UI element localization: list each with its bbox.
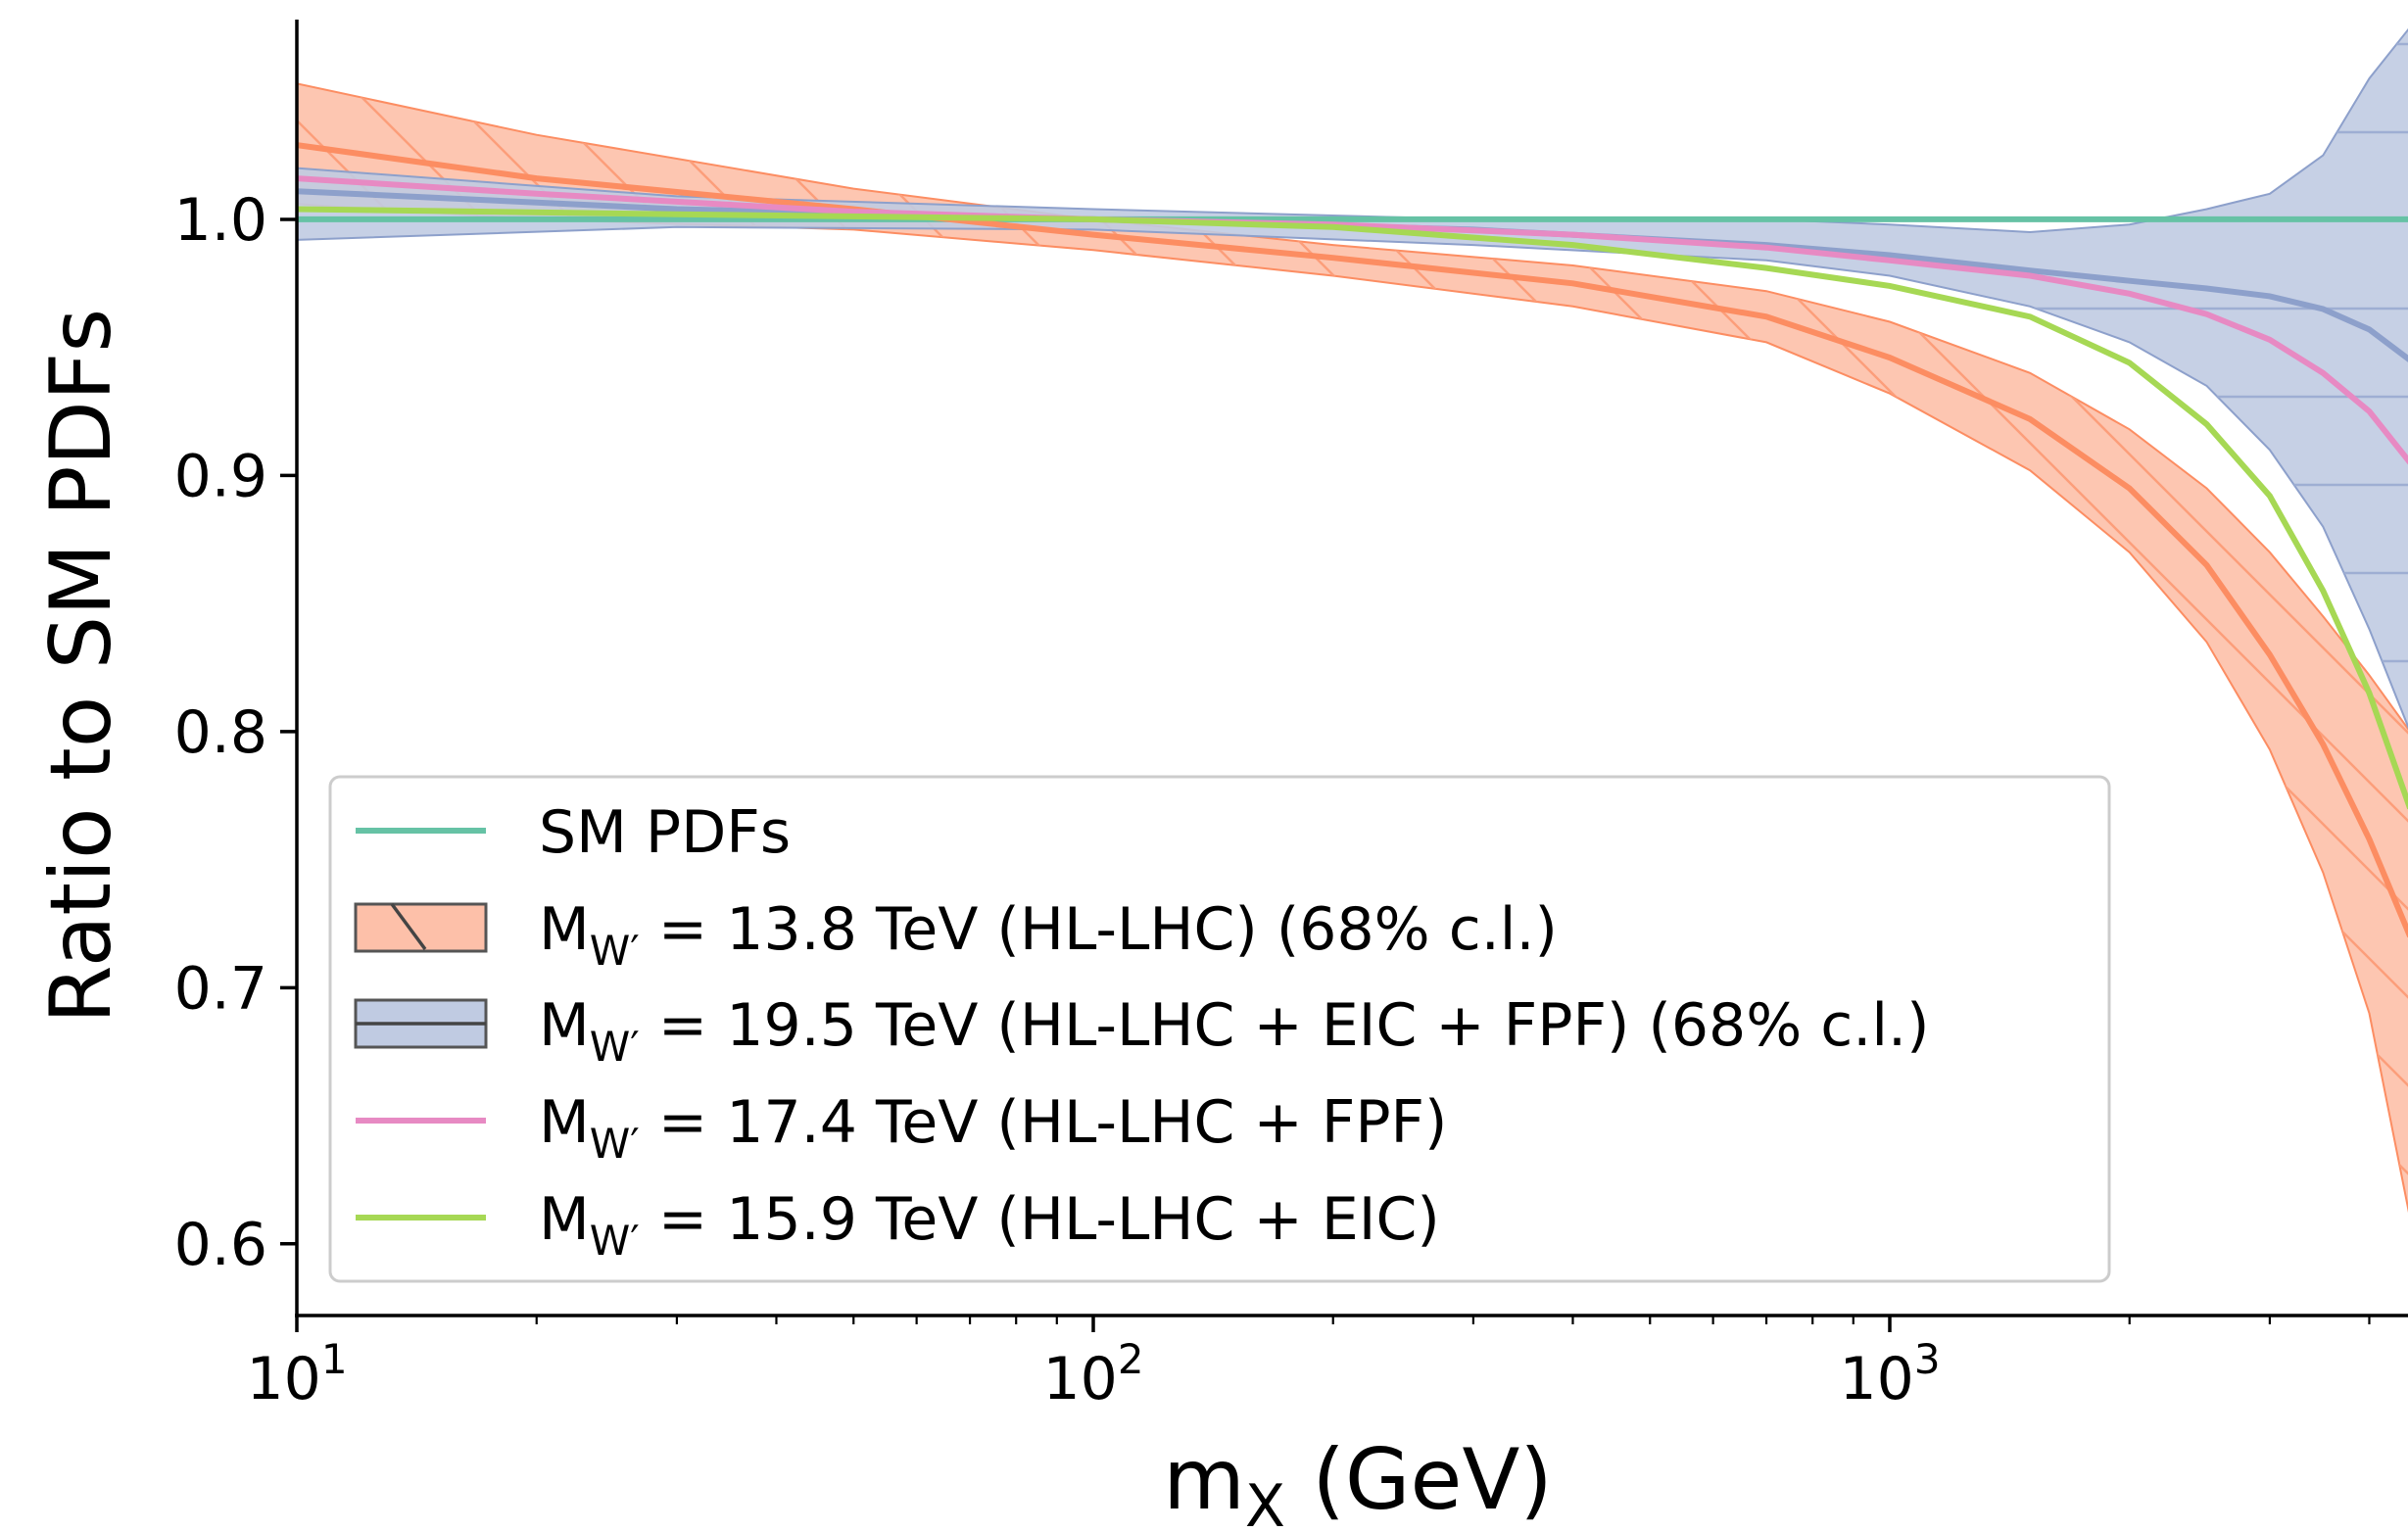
legend: SM PDFs MW′ = 13.8 TeV (HL-LHC) (68% c.l.… (328, 775, 2111, 1283)
legend-swatch-edge (354, 902, 488, 953)
x-tick-label: 101 (246, 1335, 347, 1413)
band-hatch-mw-13-8-tev-hl-lhc-68-c-l (297, 83, 2408, 1209)
legend-item-mw-15-9-tev-hl-lhc-eic: MW′ = 15.9 TeV (HL-LHC + EIC) (356, 1185, 1440, 1265)
legend-label: MW′ = 17.4 TeV (HL-LHC + FPF) (539, 1088, 1447, 1168)
y-tick-label: 0.9 (174, 442, 267, 510)
legend-label: MW′ = 15.9 TeV (HL-LHC + EIC) (539, 1185, 1440, 1265)
line-mw-17-4-tev-hl-lhc-fpf (297, 175, 2408, 465)
legend-label: MW′ = 19.5 TeV (HL-LHC + EIC + FPF) (68%… (539, 991, 1930, 1071)
x-ticks: 101 102 103 (246, 1316, 2371, 1413)
legend-label: SM PDFs (539, 798, 791, 867)
x-tick-label: 103 (1839, 1335, 1940, 1413)
band-mw-19-5-tev-hl-lhc-eic-fpf-68-c-l (297, 27, 2408, 730)
line-mw-15-9-tev-hl-lhc-eic (297, 206, 2408, 810)
x-axis-label: mX (GeV) (1163, 1431, 1553, 1528)
legend-label: MW′ = 13.8 TeV (HL-LHC) (68% c.l.) (539, 895, 1558, 975)
y-tick-label: 0.6 (174, 1211, 267, 1279)
y-tick-label: 0.8 (174, 698, 267, 767)
legend-item-mw-19-5-tev-hl-lhc-eic-fpf-68-c-l: MW′ = 19.5 TeV (HL-LHC + EIC + FPF) (68%… (354, 991, 1930, 1071)
axes (295, 20, 2408, 1317)
legend-item-sm-pdfs: SM PDFs (356, 798, 791, 867)
y-tick-label: 0.7 (174, 954, 267, 1023)
x-tick-label: 102 (1042, 1335, 1143, 1413)
y-ticks: 0.6 0.7 0.8 0.9 1.0 (174, 186, 297, 1279)
legend-swatch-center (390, 902, 427, 951)
legend-item-mw-13-8-tev-hl-lhc-68-c-l: MW′ = 13.8 TeV (HL-LHC) (68% c.l.) (354, 895, 1558, 975)
y-axis-label: Ratio to SM PDFs (32, 309, 130, 1024)
band-hatch-mw-19-5-tev-hl-lhc-eic-fpf-68-c-l (297, 29, 2408, 727)
legend-frame (328, 775, 2111, 1283)
legend-item-mw-17-4-tev-hl-lhc-fpf: MW′ = 17.4 TeV (HL-LHC + FPF) (356, 1088, 1447, 1168)
y-tick-label: 1.0 (174, 186, 267, 255)
plot-area (297, 27, 2408, 1214)
